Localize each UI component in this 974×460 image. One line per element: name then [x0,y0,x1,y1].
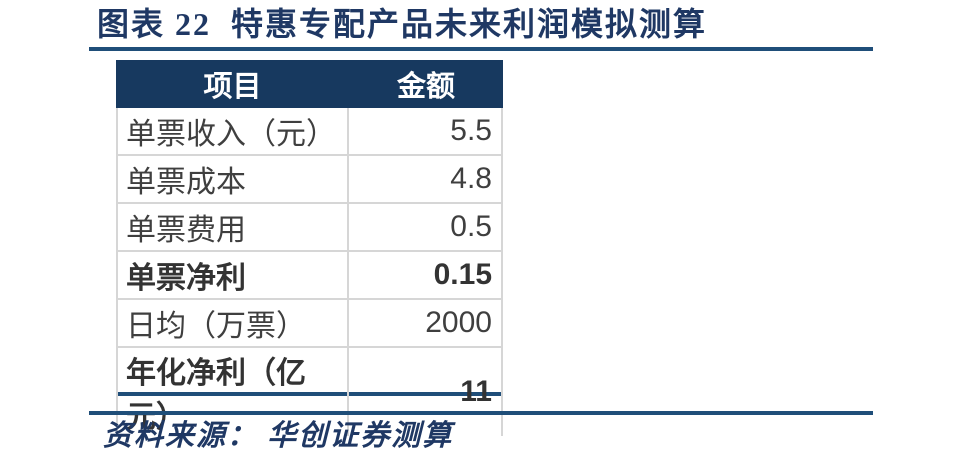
row-item-label: 单票净利 [116,252,349,298]
table-row: 单票费用 0.5 [116,204,503,252]
figure-bottom-rule [89,411,873,415]
table-row: 单票成本 4.8 [116,156,503,204]
row-item-label: 年化净利（亿元） [116,348,349,436]
column-header-item: 项目 [203,71,262,103]
profit-simulation-table: 项目 金额 单票收入（元） 5.5 单票成本 4.8 单票费用 0.5 单票净利… [116,60,503,436]
figure-title: 图表 22 特惠专配产品未来利润模拟测算 [97,6,708,42]
row-item-value: 2000 [349,300,503,346]
row-item-value: 11 [349,348,503,436]
row-item-label: 日均（万票） [116,300,349,346]
row-item-value: 0.15 [349,252,503,298]
table-row: 单票净利 0.15 [116,252,503,300]
table-row: 日均（万票） 2000 [116,300,503,348]
row-item-label: 单票成本 [116,156,349,202]
title-underline [89,47,873,51]
table-row: 单票收入（元） 5.5 [116,108,503,156]
row-item-value: 0.5 [349,204,503,250]
column-header-amount: 金额 [396,71,455,103]
row-item-label: 单票收入（元） [116,108,349,154]
row-item-value: 4.8 [349,156,503,202]
row-item-label: 单票费用 [116,204,349,250]
row-item-value: 5.5 [349,108,503,154]
table-header-row: 项目 金额 [116,60,503,108]
source-note: 资料来源： 华创证券测算 [103,420,454,452]
table-row: 年化净利（亿元） 11 [116,348,503,436]
